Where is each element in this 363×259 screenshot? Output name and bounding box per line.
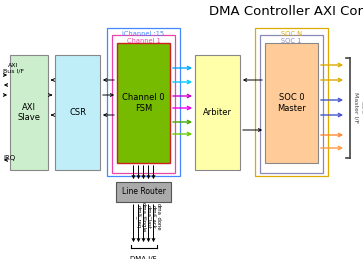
Bar bbox=[107, 28, 180, 176]
Bar bbox=[55, 55, 100, 170]
Text: Channel 0
FSM: Channel 0 FSM bbox=[122, 93, 165, 113]
Bar bbox=[265, 43, 318, 163]
Text: Master I/F: Master I/F bbox=[354, 92, 359, 124]
Text: SOC N: SOC N bbox=[281, 31, 302, 37]
Text: CSR: CSR bbox=[69, 108, 86, 117]
Text: iChannel :15: iChannel :15 bbox=[122, 31, 164, 37]
Text: dma_last: dma_last bbox=[146, 205, 151, 229]
Bar bbox=[10, 55, 48, 170]
Text: dma_req: dma_req bbox=[135, 205, 141, 229]
Bar bbox=[260, 35, 323, 173]
Text: Line Router: Line Router bbox=[122, 188, 166, 197]
Text: Arbiter: Arbiter bbox=[203, 108, 232, 117]
Text: SOC: SOC bbox=[359, 101, 363, 115]
Text: SOC 0
Master: SOC 0 Master bbox=[277, 93, 306, 113]
Bar bbox=[117, 43, 170, 163]
Text: DMA Controller AXI Core: DMA Controller AXI Core bbox=[209, 5, 363, 18]
Text: dma_ack: dma_ack bbox=[151, 205, 156, 229]
Text: DMA I/F: DMA I/F bbox=[130, 256, 157, 259]
Bar bbox=[255, 28, 328, 176]
Bar bbox=[195, 55, 240, 170]
Bar bbox=[116, 182, 171, 202]
Text: SOC 1: SOC 1 bbox=[281, 38, 302, 44]
Text: AXI
Slave: AXI Slave bbox=[17, 103, 41, 122]
Text: Channel 1: Channel 1 bbox=[127, 38, 160, 44]
Text: IRQ: IRQ bbox=[3, 155, 15, 161]
Bar bbox=[112, 35, 175, 173]
Text: dma_single: dma_single bbox=[140, 202, 146, 232]
Text: AXI
Bus I/F: AXI Bus I/F bbox=[3, 63, 24, 73]
Text: dma_done: dma_done bbox=[155, 203, 161, 231]
